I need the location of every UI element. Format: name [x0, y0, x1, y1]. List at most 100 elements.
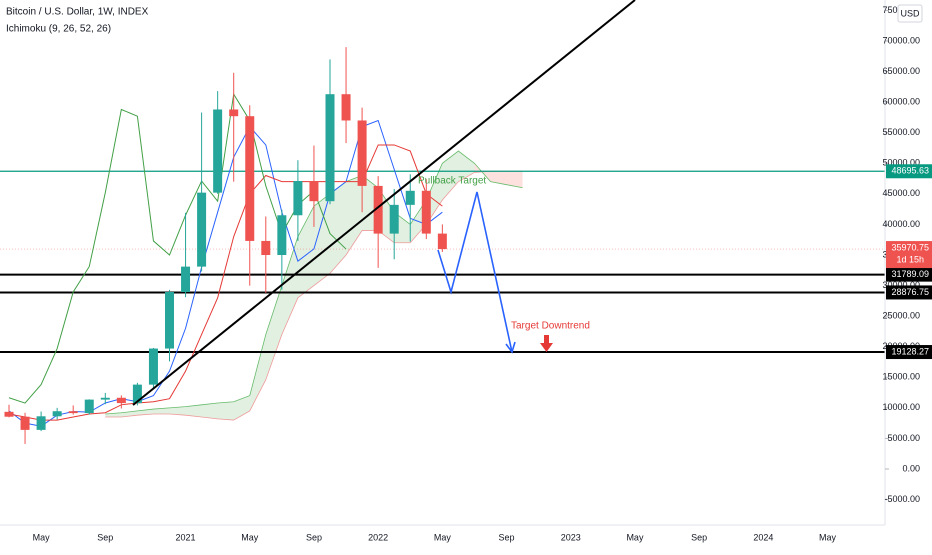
ichimoku-line: [8, 144, 443, 421]
candle-body: [132, 384, 142, 404]
ichimoku-cloud: [490, 171, 507, 185]
candle-body: [245, 116, 255, 241]
y-tick-label: 60000.00: [882, 97, 920, 107]
ichimoku-cloud: [313, 193, 330, 286]
cloud-span: [105, 170, 523, 421]
level-label: 31789.09: [891, 269, 929, 279]
x-tick-label: May: [819, 532, 837, 542]
x-tick-label: May: [241, 532, 259, 542]
x-tick-label: May: [33, 532, 51, 542]
candle-body: [293, 181, 303, 216]
ichimoku-cloud: [346, 175, 363, 255]
x-tick-label: Sep: [499, 532, 515, 542]
level-label-box: [886, 267, 932, 282]
level-label: 19128.27: [891, 346, 929, 356]
trend-line: [132, 0, 636, 406]
y-tick-label: -5000.00: [884, 494, 920, 504]
y-tick-label: 25000.00: [882, 311, 920, 321]
candle-body: [100, 397, 110, 400]
candle-body: [20, 416, 30, 430]
candle-body: [36, 416, 46, 430]
indicator-legend: Ichimoku (9, 26, 52, 26): [6, 24, 111, 35]
candle-body: [405, 190, 415, 205]
candle-body: [213, 109, 223, 193]
candle-body: [357, 120, 367, 186]
y-tick-label: 10000.00: [882, 402, 920, 412]
currency[interactable]: USD: [900, 8, 920, 18]
level-label: 48695.63: [891, 166, 929, 176]
level-label-box: [886, 164, 932, 179]
y-tick-label: 0.00: [902, 463, 920, 473]
candle-body: [52, 411, 62, 417]
ichimoku-cloud: [442, 151, 459, 200]
annotation: Target Downtrend: [511, 321, 590, 332]
ichimoku-cloud: [233, 395, 250, 421]
y-tick-label: 70000.00: [882, 35, 920, 45]
ichimoku-line: [8, 119, 443, 427]
x-tick-label: Sep: [97, 532, 113, 542]
ichimoku-cloud: [201, 402, 218, 419]
y-tick-label: 65000.00: [882, 66, 920, 76]
level-label: 28876.75: [891, 287, 929, 297]
countdown: 1d 15h: [896, 254, 924, 264]
ichimoku-cloud: [249, 334, 266, 411]
ichimoku-line: [8, 92, 347, 404]
candle-body: [165, 291, 174, 349]
last-price-label: 35970.75: [891, 242, 929, 252]
y-tick-label: 45000.00: [882, 188, 920, 198]
x-tick-label: 2024: [753, 532, 773, 542]
x-tick-label: 2021: [176, 532, 196, 542]
candle-body: [116, 397, 126, 404]
x-tick-label: May: [434, 532, 452, 542]
candle-body: [277, 215, 287, 255]
candle-body: [437, 233, 447, 250]
candle-body: [421, 190, 431, 234]
ichimoku-cloud: [185, 404, 202, 418]
ichimoku-cloud: [153, 407, 170, 414]
y-tick-label: 50000.00: [882, 158, 920, 168]
candle-body: [181, 266, 191, 292]
currency-box[interactable]: [897, 4, 923, 23]
plot-area: [0, 47, 885, 444]
ichimoku-cloud: [330, 181, 347, 274]
y-tick-label: 15000.00: [882, 372, 920, 382]
y-tick-label: 40000.00: [882, 219, 920, 229]
projection-path: [437, 191, 513, 353]
x-tick-label: 2022: [368, 532, 388, 542]
x-tick-label: Sep: [306, 532, 322, 542]
x-tick-label: May: [626, 532, 644, 542]
level-label-box: [886, 345, 932, 360]
ichimoku-cloud: [169, 406, 186, 416]
candle-body: [84, 399, 94, 414]
candle-body: [309, 181, 319, 202]
ichimoku-cloud: [217, 401, 234, 421]
projection-arrowhead: [505, 341, 516, 354]
chart-title: Bitcoin / U.S. Dollar, 1W, INDEX: [6, 7, 149, 18]
candle-body: [373, 185, 383, 234]
candle-body: [148, 348, 158, 385]
candle-body: [261, 240, 271, 255]
y-tick-label: 30000.00: [882, 280, 920, 290]
down-arrow: [540, 335, 553, 352]
candle-body: [229, 109, 239, 117]
candle-body: [4, 411, 14, 417]
ichimoku-cloud: [265, 285, 282, 380]
x-tick-label: 2023: [561, 532, 581, 542]
candle-body: [325, 94, 335, 202]
ichimoku-cloud: [506, 171, 523, 188]
candle-body: [197, 192, 207, 267]
level-label-box: [886, 285, 932, 300]
candle-body: [389, 204, 399, 234]
candle-body: [341, 94, 351, 121]
y-tick-label: 55000.00: [882, 127, 920, 137]
axes: -5000.000.005000.0010000.0015000.0020000…: [33, 5, 932, 542]
ichimoku-cloud: [474, 163, 491, 182]
ichimoku-cloud: [458, 151, 475, 182]
last-price-box: [886, 241, 932, 269]
y-tick-label: 5000.00: [887, 433, 920, 443]
candle-body: [68, 411, 78, 414]
x-tick-label: Sep: [691, 532, 707, 542]
annotation: Pullback Target: [418, 176, 486, 187]
ichimoku-cloud: [281, 236, 298, 335]
